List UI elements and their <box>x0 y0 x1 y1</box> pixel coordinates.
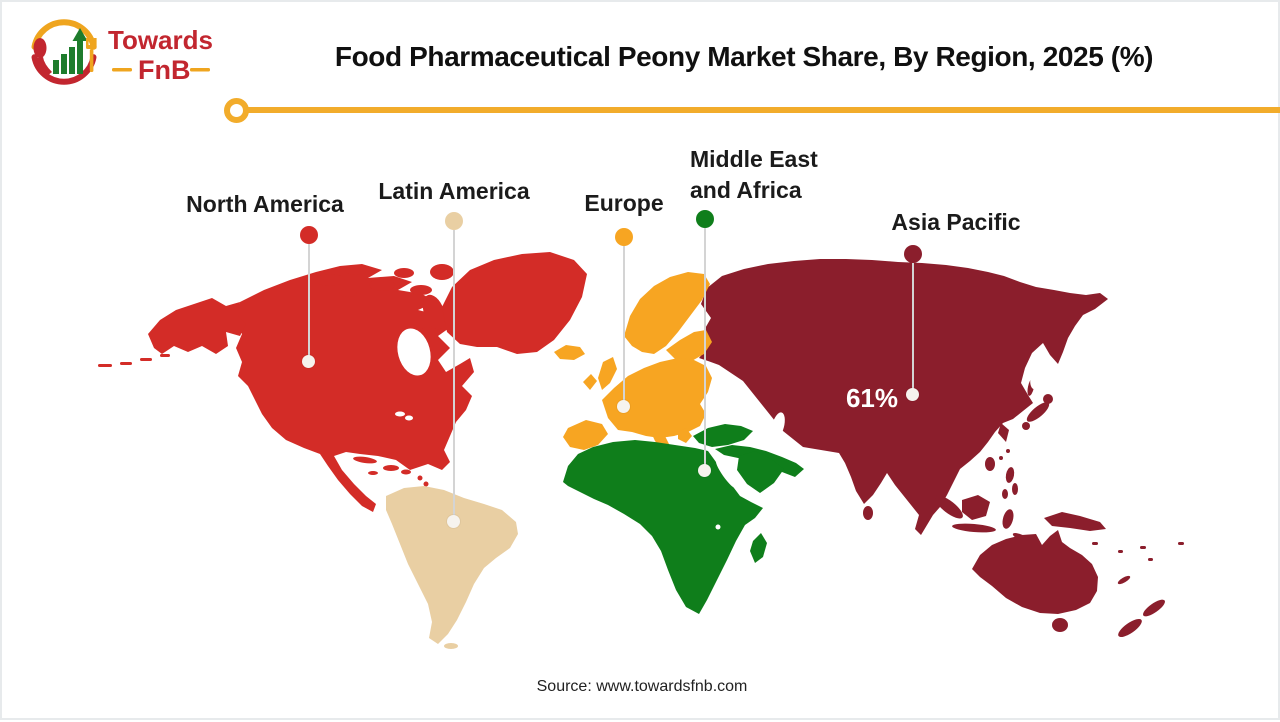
logo-brand-line2: FnB <box>138 55 190 85</box>
map-marker-north-america <box>302 355 315 368</box>
map-region-europe <box>554 272 712 457</box>
region-label-middle-east-africa: Middle East and Africa <box>690 146 818 204</box>
leader-line-middle-east-africa <box>704 228 706 471</box>
region-label-latin-america: Latin America <box>378 178 530 204</box>
leader-line-latin-america <box>453 230 455 522</box>
fork-icon <box>86 38 97 72</box>
logo-brand-dashes <box>112 68 210 72</box>
logo-emblem <box>31 19 97 85</box>
map-region-latin-america <box>386 486 518 649</box>
map-marker-europe <box>617 400 630 413</box>
map-marker-asia-pacific <box>906 388 919 401</box>
logo-arc-top <box>31 19 97 50</box>
spoon-icon <box>33 38 52 76</box>
leader-line-north-america <box>308 244 310 362</box>
callout-dot-middle-east-africa <box>696 210 714 228</box>
great-lakes-water <box>395 411 405 417</box>
region-label-north-america: North America <box>186 191 344 217</box>
leader-line-asia-pacific <box>912 263 914 395</box>
black-sea-water <box>713 410 745 424</box>
source-attribution: Source: www.towardsfnb.com <box>536 678 748 695</box>
red-sea-water <box>715 459 737 489</box>
value-label-asia-pacific: 61% <box>845 383 899 413</box>
callout-dot-latin-america <box>445 212 463 230</box>
sea-of-okhotsk-water <box>1030 364 1046 390</box>
region-label-asia-pacific: Asia Pacific <box>891 209 1021 235</box>
page-title: Food Pharmaceutical Peony Market Share, … <box>334 41 1154 72</box>
great-lakes-water <box>405 415 413 421</box>
region-label-europe: Europe <box>584 190 664 216</box>
brand-logo: Towards FnB <box>31 19 213 85</box>
leader-line-europe <box>623 246 625 407</box>
callout-dot-asia-pacific <box>904 245 922 263</box>
callout-dot-europe <box>615 228 633 246</box>
map-marker-middle-east-africa <box>698 464 711 477</box>
map-water-cutouts <box>395 328 1046 530</box>
caspian-sea-water <box>771 412 785 440</box>
callout-dot-north-america <box>300 226 318 244</box>
growth-bars-icon <box>53 28 88 74</box>
divider-line <box>248 107 1280 113</box>
lake-victoria-water <box>715 524 721 530</box>
logo-arc-bottom <box>31 54 97 85</box>
divider-ring <box>224 98 249 123</box>
hudson-bay-water <box>397 328 431 376</box>
map-region-asia-pacific <box>699 259 1184 638</box>
logo-brand-line1: Towards <box>108 25 213 55</box>
map-marker-latin-america <box>447 515 460 528</box>
map-region-north-america <box>98 252 587 512</box>
map-region-middle-east-africa <box>563 424 804 614</box>
